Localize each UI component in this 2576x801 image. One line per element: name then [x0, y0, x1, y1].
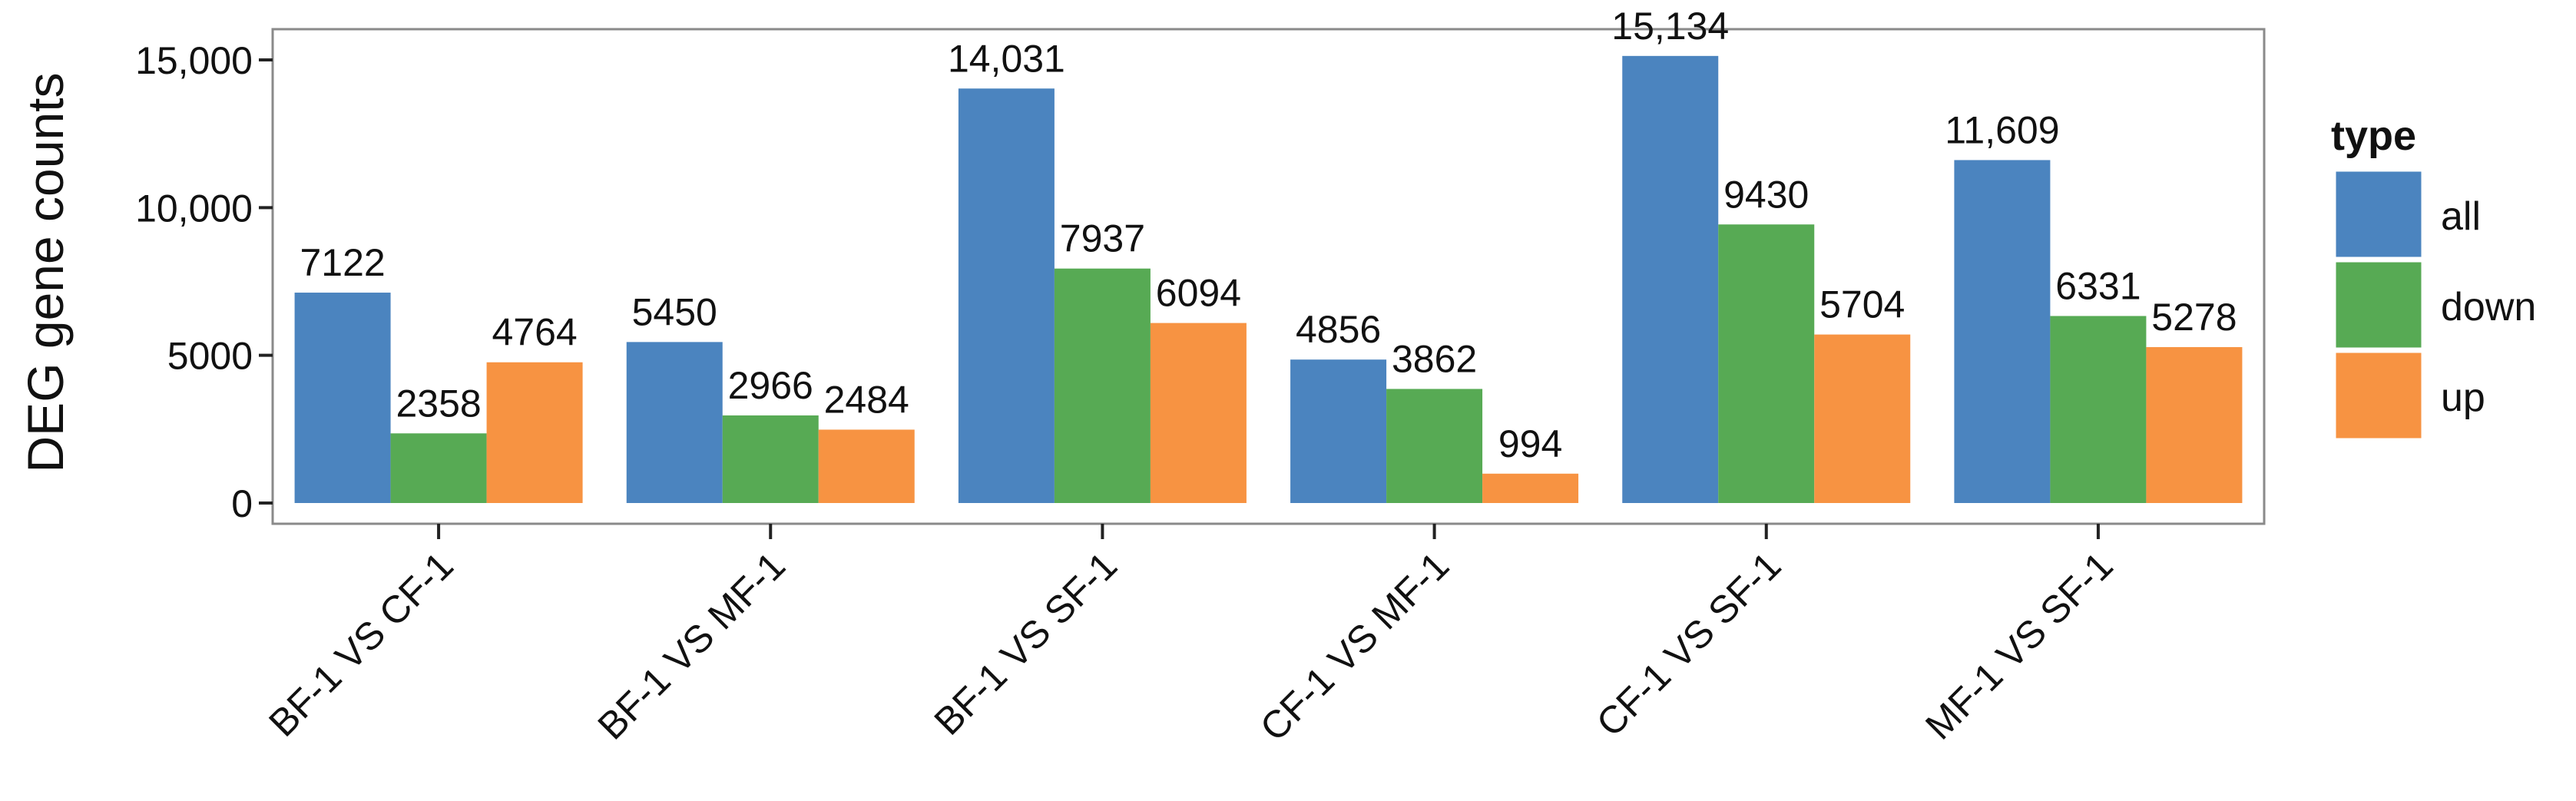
legend-key-all: [2333, 169, 2424, 260]
x-tick-label: BF-1 VS CF-1: [260, 544, 462, 745]
bar-down: [1054, 268, 1151, 503]
x-tick-label: CF-1 VS MF-1: [1252, 544, 1457, 749]
bar-value-label: 5450: [632, 290, 717, 333]
legend-key-down: [2333, 260, 2424, 350]
bar-all: [626, 342, 723, 503]
bar-down: [1386, 389, 1483, 503]
y-axis-title: DEG gene counts: [17, 73, 74, 473]
bar-value-label: 3862: [1392, 337, 1477, 380]
bar-value-label: 2484: [824, 378, 909, 421]
x-tick-label: MF-1 VS SF-1: [1917, 544, 2121, 748]
bar-value-label: 4764: [492, 311, 577, 354]
y-tick-label: 0: [231, 482, 253, 525]
bar-value-label: 4856: [1296, 308, 1381, 351]
bar-value-label: 5278: [2151, 296, 2237, 339]
bar-down: [390, 433, 487, 503]
legend-title: type: [2331, 113, 2416, 159]
legend-label-all: all: [2441, 194, 2481, 239]
legend-label-up: up: [2441, 376, 2485, 420]
bar-down: [1718, 224, 1815, 503]
bar-value-label: 14,031: [948, 37, 1065, 80]
x-tick-label: BF-1 VS MF-1: [590, 544, 794, 748]
bar-all: [1290, 359, 1387, 503]
bar-value-label: 7937: [1060, 217, 1145, 260]
bar-all: [1954, 160, 2051, 503]
bar-value-label: 2966: [728, 364, 813, 407]
legend-label-down: down: [2441, 285, 2536, 329]
y-tick-label: 15,000: [135, 39, 253, 82]
plot-panel: [271, 28, 2266, 525]
x-tick-label: CF-1 VS SF-1: [1588, 544, 1790, 745]
bar-down: [2050, 316, 2147, 503]
bar-up: [818, 429, 915, 503]
y-tick-label: 5000: [167, 335, 253, 378]
y-tick-label: 10,000: [135, 187, 253, 230]
bar-all: [294, 293, 391, 503]
bar-value-label: 6094: [1156, 272, 1241, 315]
bar-value-label: 7122: [300, 241, 385, 284]
bar-up: [1482, 473, 1579, 503]
bar-value-label: 9430: [1723, 173, 1809, 216]
legend-key-up: [2333, 350, 2424, 441]
bar-all: [958, 88, 1055, 504]
plot-area: 0 5000 10,000 15,000 7122 2358 4764 BF-1 VS CF-…: [135, 5, 2266, 750]
bar-value-label: 11,609: [1945, 108, 2059, 151]
x-tick-label: BF-1 VS SF-1: [926, 544, 1126, 743]
bar-up: [1814, 334, 1911, 503]
bar-all: [1622, 55, 1719, 504]
bar-value-label: 15,134: [1611, 5, 1729, 48]
bar-value-label: 5704: [1819, 283, 1905, 326]
legend: type all down up: [2331, 113, 2536, 441]
bar-value-label: 6331: [2055, 264, 2141, 307]
bar-down: [722, 415, 819, 503]
bar-value-label: 994: [1498, 422, 1562, 465]
bar-up: [486, 362, 583, 503]
bar-up: [1150, 323, 1247, 503]
bar-value-label: 2358: [396, 382, 481, 425]
bar-up: [2146, 346, 2243, 503]
